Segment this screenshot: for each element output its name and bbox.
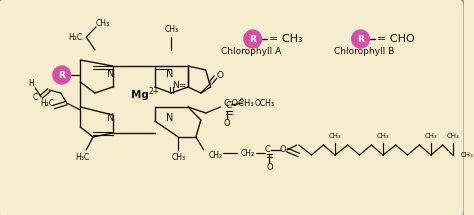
Text: CH₃: CH₃ [377,133,390,139]
Text: H₃C: H₃C [75,152,90,161]
Text: OCH₃: OCH₃ [255,98,275,108]
Text: Chlorophyll B: Chlorophyll B [334,48,394,57]
Text: H: H [28,78,34,88]
Circle shape [244,30,262,48]
Text: O: O [224,118,230,127]
Text: CH₃: CH₃ [328,133,341,139]
Text: O: O [266,163,273,172]
Text: Mg: Mg [131,90,149,100]
Text: = CHO: = CHO [377,34,415,44]
Text: O: O [217,71,224,80]
Text: N: N [166,113,173,123]
Text: R: R [357,34,364,43]
Text: N=: N= [173,80,187,89]
Text: C: C [33,92,38,101]
Text: C·: C· [240,97,246,103]
Text: R: R [249,34,256,43]
Text: 2+: 2+ [148,86,159,95]
Text: Chlorophyll A: Chlorophyll A [221,48,281,57]
Text: CH₂: CH₂ [241,149,255,158]
Text: H₂C: H₂C [40,98,54,108]
Text: C: C [225,100,232,109]
Text: H₂C: H₂C [68,34,82,43]
Text: O: O [280,146,286,155]
Text: N: N [107,113,114,123]
Text: CH₃: CH₃ [96,18,110,28]
Text: CH₃: CH₃ [446,133,459,139]
Text: CH₃: CH₃ [460,152,473,158]
Text: C: C [264,146,270,155]
Circle shape [53,66,71,84]
Text: R: R [58,71,65,80]
Text: CH₃: CH₃ [164,26,179,34]
Circle shape [352,30,369,48]
Text: C·OCH₃: C·OCH₃ [223,98,254,108]
Text: CH₃: CH₃ [425,133,438,139]
Text: CH₃: CH₃ [171,152,185,161]
Text: CH₂: CH₂ [209,152,223,161]
Text: N: N [107,69,114,79]
Text: N: N [166,69,173,79]
Text: = CH₃: = CH₃ [269,34,303,44]
